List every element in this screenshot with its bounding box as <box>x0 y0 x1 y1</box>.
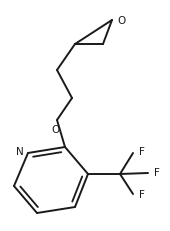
Text: F: F <box>139 147 145 157</box>
Text: O: O <box>118 16 126 26</box>
Text: N: N <box>16 147 24 157</box>
Text: F: F <box>139 190 145 200</box>
Text: O: O <box>52 125 60 135</box>
Text: F: F <box>154 168 160 178</box>
